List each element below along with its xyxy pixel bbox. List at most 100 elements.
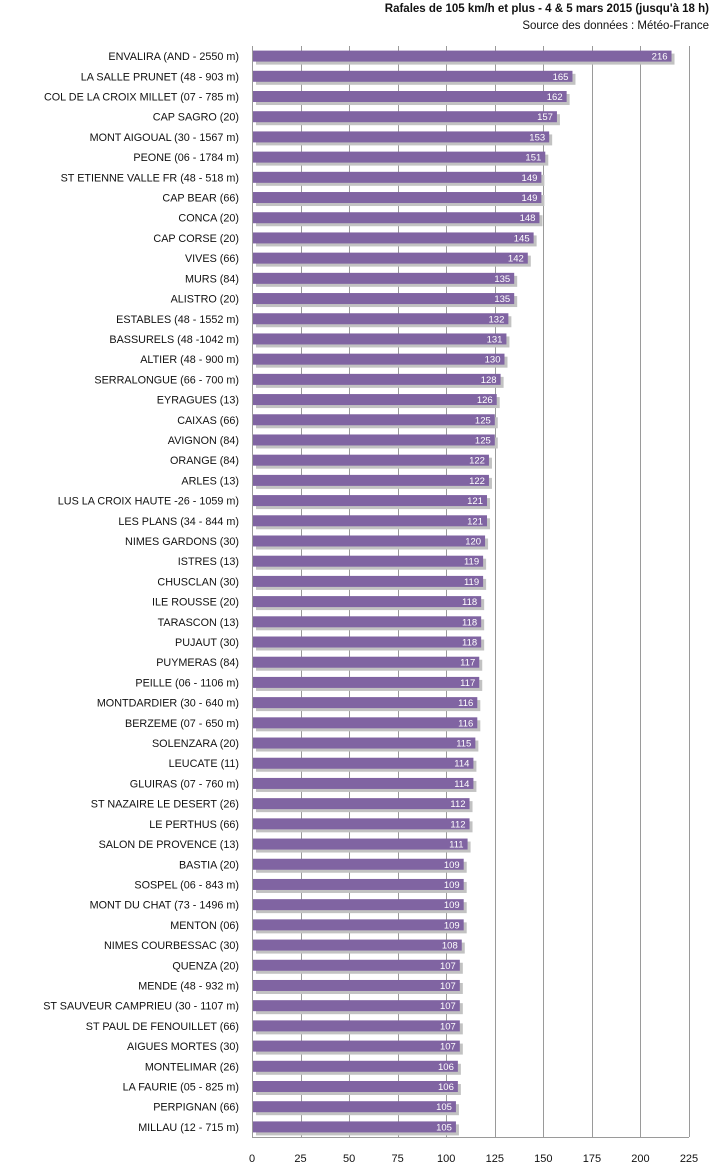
- bar-value-label: 109: [444, 900, 460, 911]
- bar-value-label: 126: [477, 395, 493, 406]
- bar: [253, 495, 488, 507]
- bar: [253, 919, 464, 931]
- category-label: MONT DU CHAT (73 - 1496 m): [90, 900, 239, 912]
- bar-value-label: 216: [652, 52, 668, 63]
- bar-value-label: 105: [436, 1102, 452, 1113]
- category-labels: ENVALIRA (AND - 2550 m) LA SALLE PRUNET (…: [43, 51, 239, 1134]
- bar-value-label: 107: [440, 1021, 456, 1032]
- category-label: SALON DE PROVENCE (13): [99, 839, 239, 851]
- x-tick-label: 25: [294, 1153, 306, 1165]
- category-label: ST ETIENNE VALLE FR (48 - 518 m): [61, 172, 239, 184]
- category-label: CAP BEAR (66): [162, 193, 239, 205]
- bar: [253, 596, 482, 608]
- bar: [253, 717, 478, 729]
- category-label: PEONE (06 - 1784 m): [133, 152, 239, 164]
- category-label: LA FAURIE (05 - 825 m): [123, 1081, 239, 1093]
- bar: [253, 1040, 460, 1052]
- category-label: MURS (84): [185, 273, 239, 285]
- bar-value-label: 153: [529, 132, 545, 143]
- bar-value-label: 132: [489, 314, 505, 325]
- category-label: MONT AIGOUAL (30 - 1567 m): [90, 132, 239, 144]
- bar-value-label: 135: [494, 294, 510, 305]
- category-label: PERPIGNAN (66): [153, 1102, 239, 1114]
- category-label: NIMES COURBESSAC (30): [104, 940, 239, 952]
- bar: [253, 535, 486, 547]
- bar: [253, 838, 468, 850]
- bar-value-label: 148: [520, 213, 536, 224]
- bar-value-label: 130: [485, 355, 501, 366]
- bar: [253, 636, 482, 648]
- bar: [253, 474, 489, 486]
- category-label: MENDE (48 - 932 m): [138, 980, 239, 992]
- bar-value-label: 109: [444, 920, 460, 931]
- bar: [253, 939, 462, 951]
- x-axis-tick-labels: 0 25 50 75 100 125 150 175 200 225: [249, 1153, 698, 1165]
- bar: [253, 1000, 460, 1012]
- bar-value-label: 145: [514, 233, 530, 244]
- bar-value-label: 112: [450, 799, 465, 810]
- category-label: BERZEME (07 - 650 m): [125, 718, 239, 730]
- bar-value-label: 107: [440, 1001, 456, 1012]
- bar: [253, 333, 507, 345]
- bar: [253, 50, 672, 62]
- bar-value-label: 122: [469, 456, 485, 467]
- bar: [253, 1121, 456, 1133]
- bar-value-label: 128: [481, 375, 497, 386]
- category-label: BASSURELS (48 -1042 m): [109, 334, 239, 346]
- category-label: LE PERTHUS (66): [149, 819, 239, 831]
- bar: [253, 1080, 458, 1092]
- x-tick-label: 0: [249, 1153, 255, 1165]
- bar: [253, 858, 464, 870]
- bar-value-label: 121: [467, 496, 483, 507]
- category-label: COL DE LA CROIX MILLET (07 - 785 m): [44, 92, 239, 104]
- bar: [253, 575, 484, 587]
- bar: [253, 414, 495, 426]
- category-label: SOSPEL (06 - 843 m): [134, 879, 239, 891]
- x-tick-label: 175: [583, 1153, 601, 1165]
- bar-value-label: 157: [537, 112, 553, 123]
- grid-lines: [252, 46, 690, 1138]
- bar: [253, 656, 480, 668]
- bar: [253, 798, 470, 810]
- category-label: ILE ROUSSE (20): [152, 597, 239, 609]
- bar: [253, 697, 478, 709]
- bar: [253, 212, 540, 224]
- bar-value-label: 118: [462, 638, 477, 649]
- bar-value-label: 119: [464, 577, 479, 588]
- bar-value-label: 106: [438, 1062, 454, 1073]
- bar-value-label: 107: [440, 981, 456, 992]
- bar: [253, 979, 460, 991]
- bar: [253, 515, 488, 527]
- category-label: QUENZA (20): [172, 960, 239, 972]
- category-label: NIMES GARDONS (30): [125, 536, 239, 548]
- category-label: TARASCON (13): [158, 617, 239, 629]
- bars: 216 165 162 157 153 151 149 149 148 145 142 135 135 1…: [253, 50, 675, 1136]
- x-tick-label: 200: [631, 1153, 649, 1165]
- bar-value-label: 109: [444, 880, 460, 891]
- bar-value-label: 120: [465, 536, 481, 547]
- bar: [253, 1060, 458, 1072]
- bar: [253, 737, 476, 749]
- bar-value-label: 114: [454, 779, 469, 790]
- category-label: ST NAZAIRE LE DESERT (26): [91, 799, 239, 811]
- category-label: CHUSCLAN (30): [157, 576, 239, 588]
- category-label: AVIGNON (84): [168, 435, 239, 447]
- category-label: CAIXAS (66): [177, 415, 239, 427]
- x-tick-label: 100: [437, 1153, 455, 1165]
- bar-value-label: 125: [475, 415, 491, 426]
- x-tick-label: 50: [343, 1153, 355, 1165]
- bar-value-label: 149: [522, 173, 538, 184]
- category-label: ENVALIRA (AND - 2550 m): [108, 51, 239, 63]
- category-label: VIVES (66): [185, 253, 239, 265]
- chart-subtitle: Source des données : Météo-France: [522, 20, 709, 32]
- x-tick-label: 125: [486, 1153, 504, 1165]
- bar-value-label: 165: [553, 72, 569, 83]
- category-label: ORANGE (84): [170, 455, 239, 467]
- bar-value-label: 149: [522, 193, 538, 204]
- x-tick-label: 150: [534, 1153, 552, 1165]
- category-label: EYRAGUES (13): [157, 395, 239, 407]
- bar: [253, 70, 573, 82]
- category-label: PEILLE (06 - 1106 m): [135, 677, 239, 689]
- bar: [253, 111, 557, 123]
